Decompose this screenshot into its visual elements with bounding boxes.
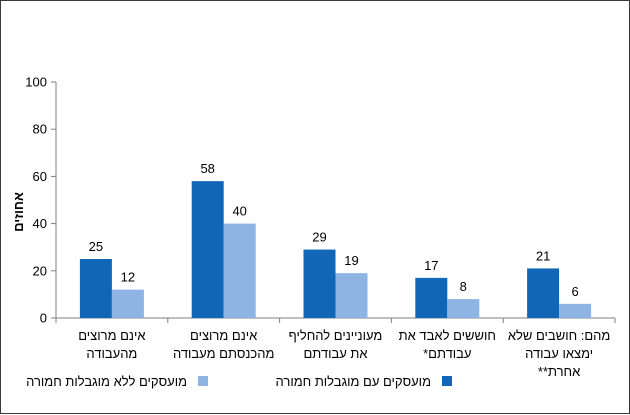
data-labels: 25 12 58 40 29 19 17 8 21 6 — [89, 161, 579, 299]
y-tick-label: 60 — [33, 169, 47, 184]
bar-without-disability — [223, 223, 256, 318]
category-label: אחרת** — [538, 364, 580, 379]
category-label: אינם מרוצים — [78, 328, 145, 343]
category-label: את עבודתם — [303, 346, 367, 361]
category-labels: אינם מרוצים מהעבודה אינם מרוצים מהכנסתם מעב… — [78, 328, 610, 379]
bar-with-disability — [303, 249, 336, 318]
legend-swatch — [198, 376, 208, 386]
category-label: אינם מרוצים — [190, 328, 257, 343]
category-label: מעוניינים להחליף — [289, 328, 383, 343]
legend-swatch — [442, 376, 452, 386]
category-label: ימצאו עבודה — [525, 346, 593, 361]
bar-with-disability — [527, 268, 560, 318]
y-tick-label: 0 — [40, 311, 47, 326]
y-tick-label: 40 — [33, 216, 47, 231]
bar-with-disability — [415, 277, 448, 318]
category-label: מהכנסתם מעבודה — [173, 346, 274, 361]
category-label: מהם: חושבים שלא — [508, 328, 611, 343]
category-label: מהעבודה — [86, 346, 137, 361]
bar-without-disability — [447, 299, 480, 318]
data-label: 29 — [312, 230, 326, 245]
axes: 0 20 40 60 80 100 — [25, 75, 616, 326]
data-label: 8 — [460, 279, 467, 294]
legend-label: מועסקים עם מוגבלות חמורה — [276, 374, 431, 389]
bars — [79, 181, 592, 318]
bar-without-disability — [559, 303, 592, 318]
bar-without-disability — [335, 273, 368, 318]
y-tick-label: 20 — [33, 263, 47, 278]
category-label: עבודתם* — [423, 346, 471, 361]
y-tick-label: 80 — [33, 122, 47, 137]
data-label: 40 — [232, 204, 246, 219]
data-label: 12 — [121, 270, 135, 285]
category-label: חוששים לאבד את — [399, 328, 496, 343]
legend: מועסקים עם מוגבלות חמורה מועסקים ללא מוגב… — [26, 374, 452, 389]
y-tick-label: 100 — [25, 75, 47, 90]
bar-with-disability — [191, 181, 224, 318]
data-label: 17 — [424, 258, 438, 273]
legend-label: מועסקים ללא מוגבלות חמורה — [26, 374, 187, 389]
bar-without-disability — [111, 289, 144, 318]
y-axis-title: אחוזים — [11, 192, 26, 232]
bar-with-disability — [79, 259, 112, 318]
data-label: 19 — [344, 253, 358, 268]
data-label: 25 — [89, 239, 103, 254]
data-label: 21 — [536, 248, 550, 263]
data-label: 6 — [571, 284, 578, 299]
data-label: 58 — [200, 161, 214, 176]
